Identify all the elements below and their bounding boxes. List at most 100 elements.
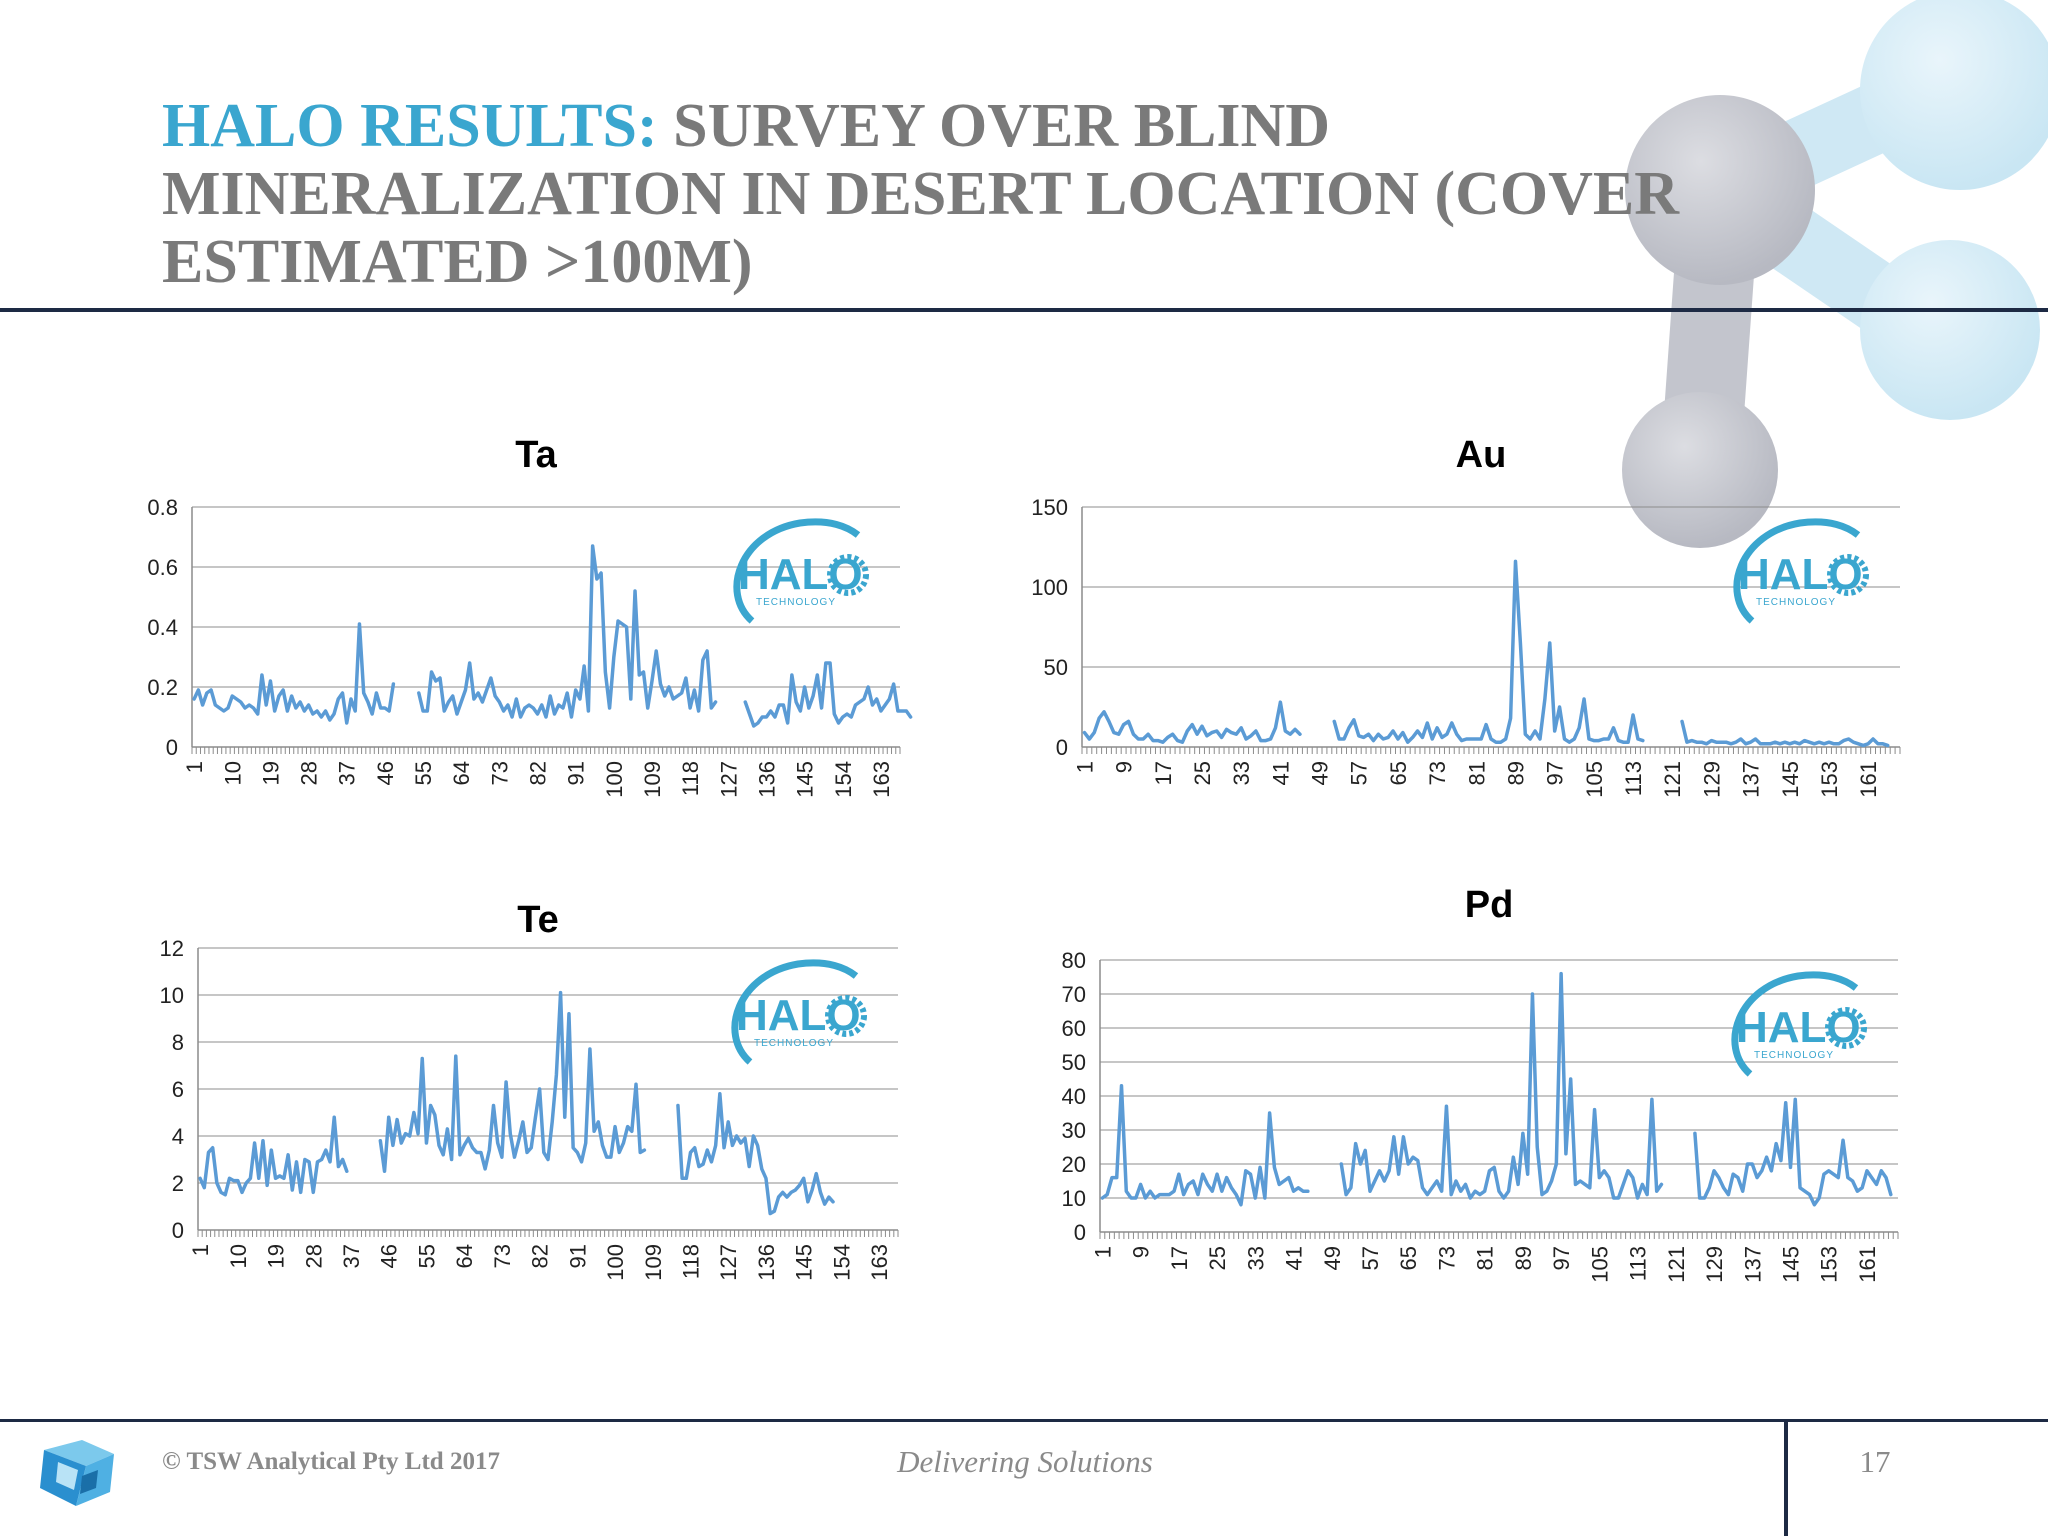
x-tick-label: 33: [1243, 1246, 1268, 1270]
x-tick-label: 136: [754, 1244, 779, 1281]
series-line-au: [1082, 559, 1890, 748]
halo-logo-subword: TECHNOLOGY: [1756, 597, 1836, 608]
x-tick-label: 46: [377, 1244, 402, 1268]
header-divider: [0, 308, 2048, 312]
y-tick-label: 4: [172, 1124, 184, 1149]
x-tick-label: 57: [1347, 761, 1372, 785]
x-tick-label: 82: [528, 1244, 553, 1268]
y-tick-label: 2: [172, 1171, 184, 1196]
y-tick-label: 8: [172, 1030, 184, 1055]
title-lead: HALO RESULTS:: [162, 92, 658, 160]
y-tick-label: 0.6: [147, 555, 178, 580]
x-tick-label: 113: [1626, 1246, 1651, 1281]
series-line-te: [198, 990, 835, 1216]
footer-tagline: Delivering Solutions: [897, 1444, 1153, 1479]
y-tick-label: 70: [1062, 982, 1086, 1007]
chart-title: Pd: [1465, 884, 1514, 926]
page-number: 17: [1859, 1444, 1891, 1479]
chart-te-panel: Te 0 2 4 6 8 10 12 1 10 19 28 37 46 55 64 73 82 91 100 109 11…: [120, 872, 920, 1322]
x-tick-label: 154: [829, 1244, 854, 1281]
x-tick-label: 25: [1205, 1246, 1230, 1270]
footer-divider: [0, 1419, 2048, 1422]
y-tick-label: 150: [1031, 495, 1068, 520]
x-tick-label: 127: [716, 1244, 741, 1281]
x-tick-label: 73: [490, 1244, 515, 1268]
y-tick-label: 40: [1062, 1084, 1086, 1109]
y-tick-label: 80: [1062, 948, 1086, 973]
x-minor-ticks: [1081, 747, 1901, 754]
x-minor-ticks: [1099, 1232, 1899, 1239]
x-tick-label: 97: [1543, 761, 1568, 785]
x-tick-label: 81: [1473, 1246, 1498, 1270]
x-tick-label: 55: [414, 1244, 439, 1268]
x-tick-label: 28: [301, 1244, 326, 1268]
x-tick-label: 9: [1129, 1246, 1154, 1258]
y-tick-label: 50: [1044, 655, 1068, 680]
y-tick-label: 0: [1074, 1220, 1086, 1245]
y-tick-label: 10: [1062, 1186, 1086, 1211]
x-tick-label: 145: [1778, 761, 1803, 798]
x-tick-label: 73: [1425, 761, 1450, 785]
y-tick-label: 20: [1062, 1152, 1086, 1177]
x-tick-label: 73: [1434, 1246, 1459, 1270]
x-tick-label: 137: [1739, 761, 1764, 798]
halo-logo-subword: TECHNOLOGY: [754, 1038, 834, 1049]
chart-title: Ta: [515, 434, 557, 476]
x-tick-label: 153: [1817, 761, 1842, 798]
x-tick-label: 161: [1855, 1246, 1880, 1283]
x-tick-label: 121: [1660, 761, 1685, 798]
y-tick-label: 0: [172, 1218, 184, 1243]
chart-pd-svg: Pd 0 10 20 30 40 50 60 70 80 1 9 17 25 33 41 49 57 65 73 81 8…: [1062, 884, 1899, 1283]
x-tick-label: 37: [339, 1244, 364, 1268]
chart-ta-svg: Ta 0 0.2 0.4 0.6 0.8 1 10 19 28 37 46 55 64 73 82 91 100 1…: [147, 434, 913, 798]
x-tick-label: 121: [1664, 1246, 1689, 1283]
x-tick-label: 10: [220, 761, 245, 785]
chart-title: Te: [517, 899, 559, 941]
chart-pd-panel: Pd 0 10 20 30 40 50 60 70 80 1 9 17 25 33 41 49 57 65 73 81 8…: [1000, 872, 1920, 1322]
x-tick-label: 64: [449, 761, 474, 785]
x-minor-ticks: [191, 747, 901, 754]
x-tick-label: 97: [1549, 1246, 1574, 1270]
x-tick-label: 136: [755, 761, 780, 798]
halo-logo-subword: TECHNOLOGY: [756, 597, 836, 608]
x-tick-label: 89: [1504, 761, 1529, 785]
x-tick-label: 37: [335, 761, 360, 785]
y-tick-label: 6: [172, 1077, 184, 1102]
y-tick-label: 60: [1062, 1016, 1086, 1041]
footer-vertical-divider: [1784, 1420, 1788, 1536]
y-tick-label: 0: [166, 735, 178, 760]
x-tick-label: 1: [188, 1244, 213, 1256]
chart-au-panel: Au 0 50 100 150 1 9 17 25 33 41 49 57 65 73 81 89 97 105 11…: [1000, 395, 1920, 825]
x-tick-label: 109: [640, 761, 665, 798]
x-tick-label: 1: [1072, 761, 1097, 773]
x-tick-label: 163: [869, 761, 894, 798]
x-tick-label: 25: [1190, 761, 1215, 785]
x-tick-label: 105: [1587, 1246, 1612, 1283]
x-tick-label: 55: [411, 761, 436, 785]
x-tick-label: 163: [867, 1244, 892, 1281]
x-tick-label: 154: [831, 761, 856, 798]
x-minor-ticks: [197, 1230, 899, 1237]
chart-title: Au: [1456, 434, 1507, 476]
series-line-pd: [1100, 971, 1893, 1207]
slide-title: HALO RESULTS: SURVEY OVER BLIND MINERALI…: [162, 92, 1762, 296]
x-tick-label: 118: [678, 761, 703, 796]
x-tick-label: 100: [603, 1244, 628, 1281]
x-tick-label: 1: [1090, 1246, 1115, 1258]
x-tick-label: 113: [1621, 761, 1646, 796]
x-tick-label: 145: [793, 761, 818, 798]
x-tick-label: 17: [1167, 1246, 1192, 1270]
x-tick-label: 1: [182, 761, 207, 773]
y-tick-label: 0: [1056, 735, 1068, 760]
x-tick-label: 28: [297, 761, 322, 785]
x-tick-label: 33: [1229, 761, 1254, 785]
x-tick-label: 64: [452, 1244, 477, 1268]
y-tick-label: 0.8: [147, 495, 178, 520]
y-tick-label: 100: [1031, 575, 1068, 600]
x-tick-label: 41: [1282, 1246, 1307, 1270]
